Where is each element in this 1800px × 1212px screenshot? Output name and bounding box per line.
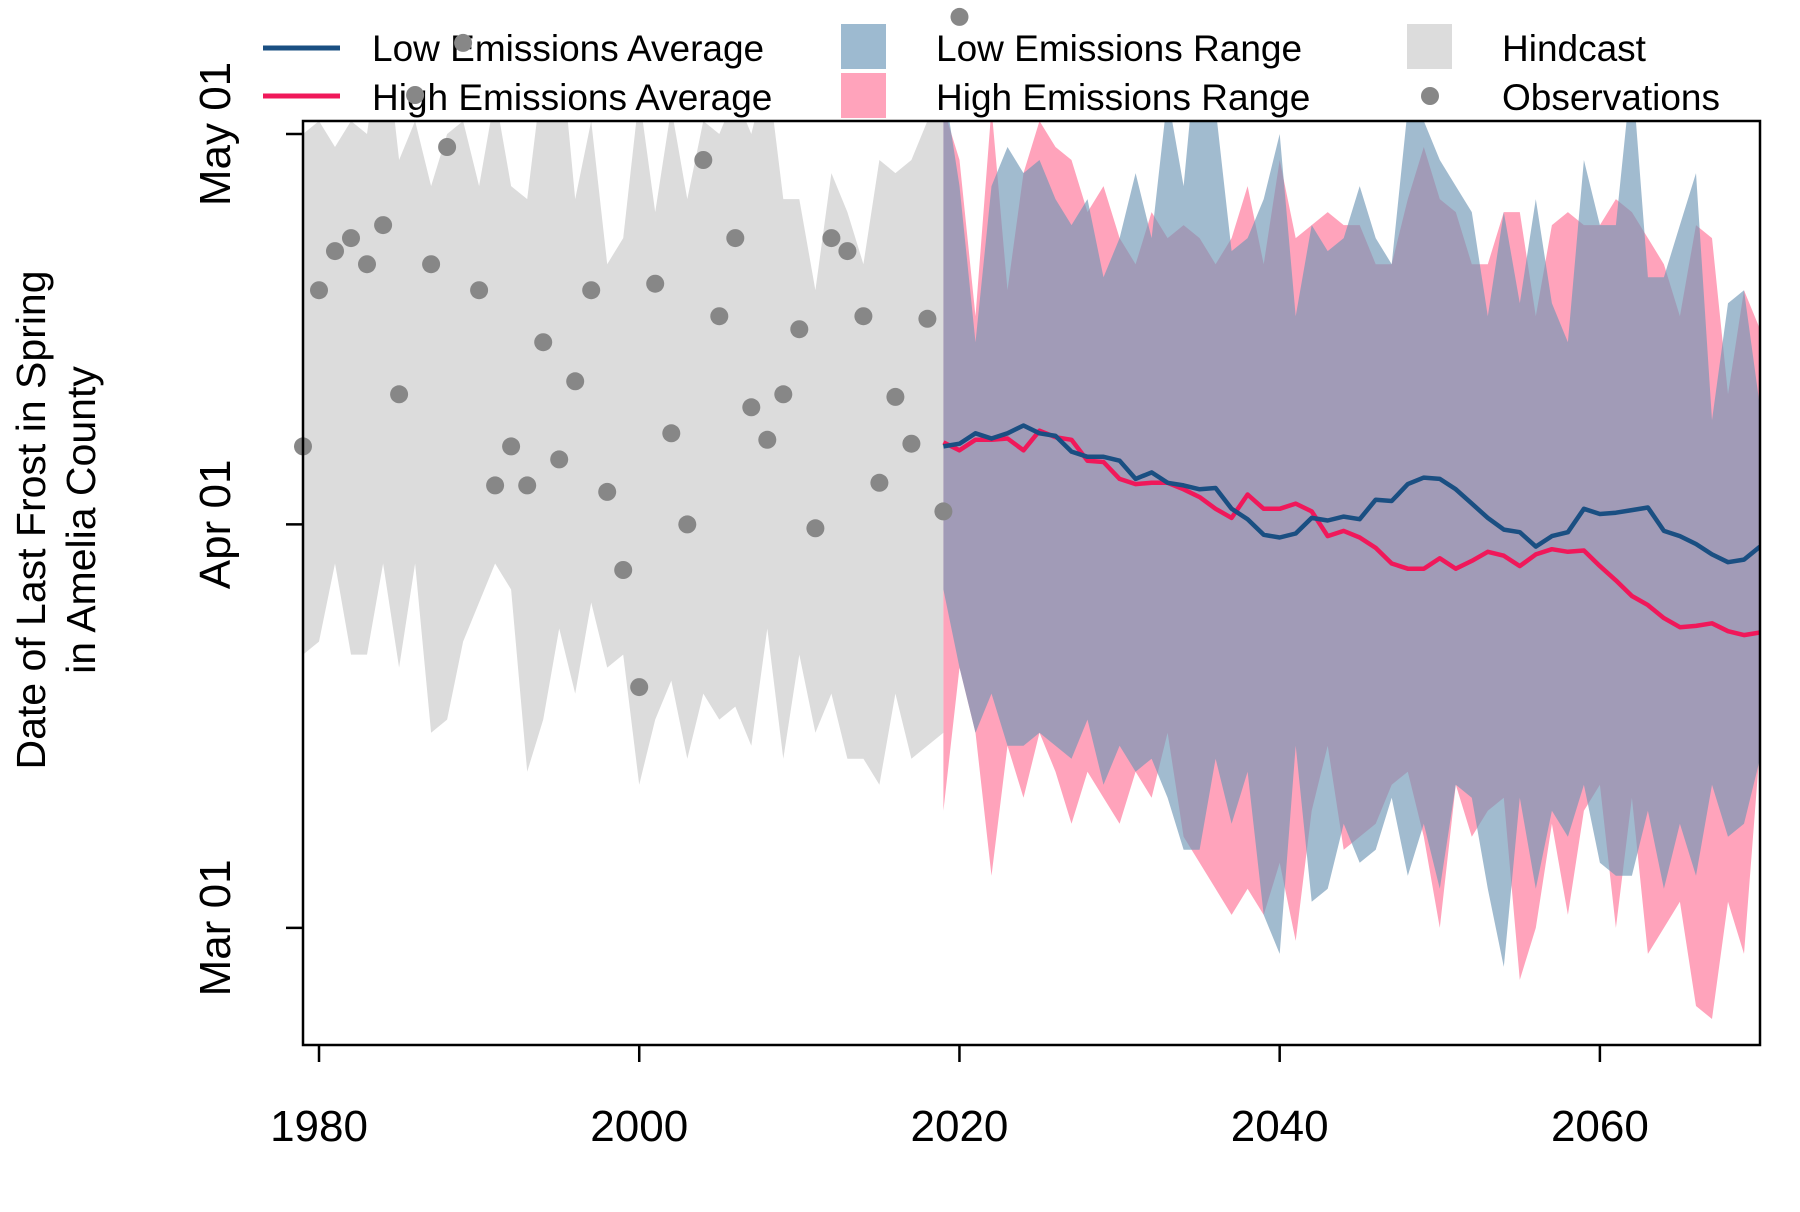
observation-point (518, 476, 537, 495)
legend-swatch-low-range (841, 24, 886, 69)
observation-point (470, 281, 489, 300)
y-axis-title-line2: in Amelia County (58, 366, 104, 674)
observation-point (902, 434, 921, 453)
observation-point (646, 274, 665, 293)
observation-point (406, 86, 425, 104)
legend: Low Emissions Average High Emissions Ave… (263, 24, 1720, 118)
observation-point (438, 138, 457, 156)
observation-point (422, 255, 441, 274)
low-emissions-range-area (943, 121, 1760, 967)
low-emissions-average-line (943, 423, 1760, 565)
plot-area (303, 121, 1760, 1019)
observation-point (774, 385, 793, 404)
observation-point (502, 437, 521, 456)
hindcast-range-area (303, 121, 944, 785)
observation-point (710, 307, 729, 326)
observation-point (566, 372, 585, 391)
y-tick-label: Apr 01 (191, 460, 240, 590)
x-tick-label: 1980 (270, 1102, 368, 1151)
y-axis-title-line1: Date of Last Frost in Spring (8, 270, 54, 769)
y-tick-label: May 01 (191, 62, 240, 206)
plot-frame (301, 119, 1762, 1047)
x-tick-label: 2040 (1231, 1102, 1329, 1151)
observation-point (934, 502, 953, 521)
legend-label-high-avg: High Emissions Average (372, 77, 772, 118)
observation-point (838, 242, 857, 261)
legend-label-low-range: Low Emissions Range (936, 28, 1302, 69)
observation-point (694, 151, 713, 169)
observation-point (534, 333, 553, 352)
observation-point (950, 7, 969, 26)
x-axis: 1980 2000 2020 2040 2060 (270, 1045, 1649, 1151)
observation-point (886, 387, 905, 406)
legend-label-low-avg: Low Emissions Average (372, 28, 764, 69)
observation-point (358, 255, 376, 274)
legend-swatch-high-range (841, 73, 886, 118)
observation-point (662, 424, 681, 443)
legend-label-observations: Observations (1502, 77, 1720, 118)
observation-point (678, 515, 697, 534)
x-tick-label: 2060 (1551, 1102, 1649, 1151)
observation-point (598, 482, 617, 501)
observation-points (294, 7, 969, 697)
observation-point (486, 476, 505, 495)
observation-point (630, 678, 649, 697)
observation-point (758, 430, 777, 449)
x-tick-label: 2020 (911, 1102, 1009, 1151)
x-tick-label: 2000 (590, 1102, 688, 1151)
observation-point (310, 281, 328, 300)
y-tick-label: Mar 01 (191, 859, 240, 996)
observation-point (790, 320, 809, 339)
observation-point (326, 242, 344, 261)
observation-point (614, 561, 633, 579)
observation-point (742, 398, 761, 417)
legend-swatch-observations (1421, 87, 1439, 105)
observation-point (854, 307, 873, 326)
observation-point (342, 229, 360, 248)
observation-point (726, 229, 745, 248)
observation-point (870, 473, 889, 492)
observation-point (390, 385, 409, 404)
observation-point (374, 216, 393, 235)
y-axis: Mar 01 Apr 01 May 01 (191, 62, 303, 996)
observation-point (918, 309, 937, 328)
legend-swatch-hindcast (1407, 24, 1452, 69)
observation-point (822, 229, 841, 248)
observation-point (806, 519, 825, 538)
legend-label-high-range: High Emissions Range (936, 77, 1310, 118)
observation-point (550, 450, 569, 469)
observation-point (582, 281, 601, 300)
legend-label-hindcast: Hindcast (1502, 28, 1647, 69)
high-emissions-average-line (942, 428, 1760, 638)
observation-point (454, 33, 473, 52)
